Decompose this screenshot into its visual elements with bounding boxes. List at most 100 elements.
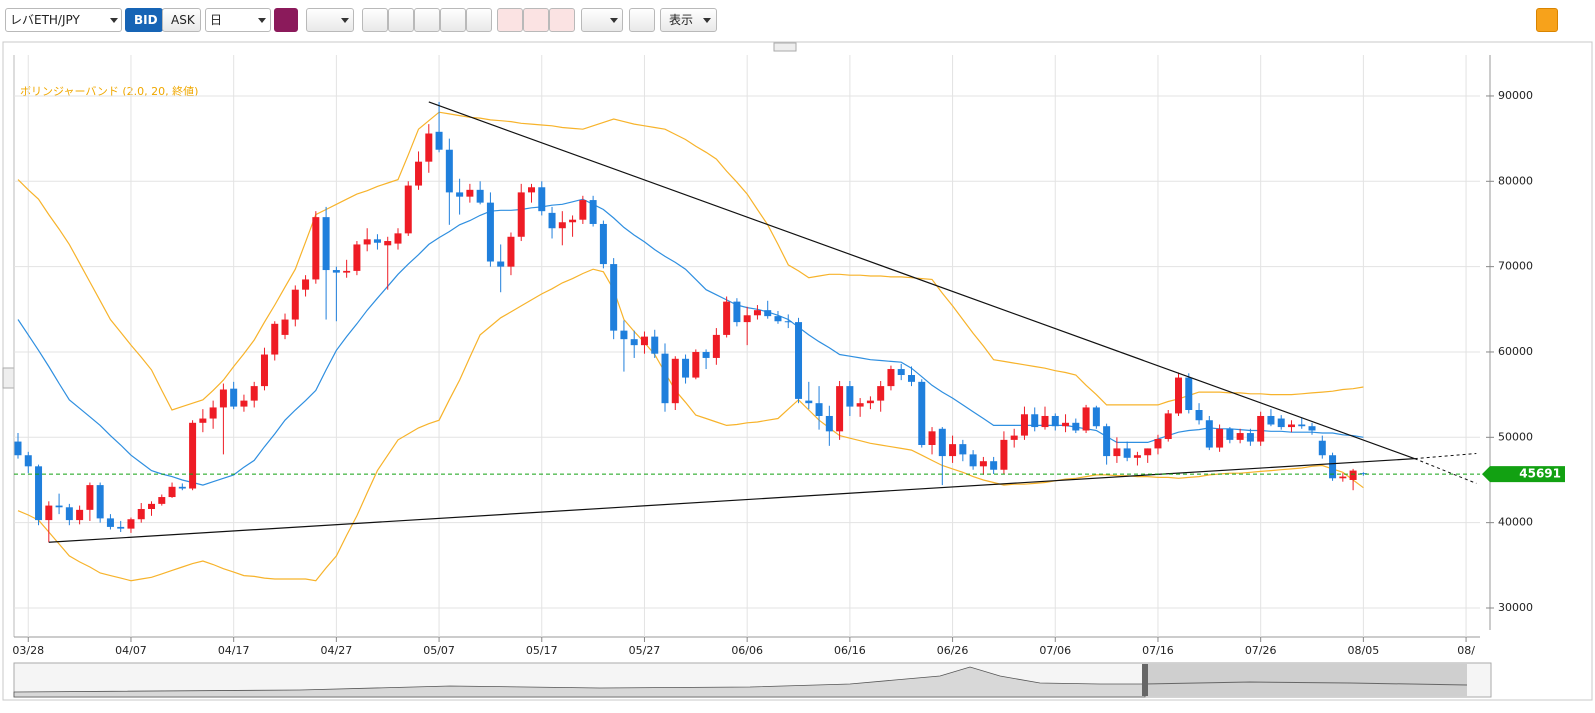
display-button[interactable]: 表示 [660, 8, 717, 32]
candle-body [836, 386, 844, 432]
candle-body [230, 388, 238, 407]
candle-body [445, 149, 453, 193]
candle-body [1298, 424, 1306, 427]
candle-body [743, 315, 751, 323]
x-tick-label: 08/ [1457, 644, 1475, 657]
x-tick-label: 06/16 [834, 644, 866, 657]
candle-body [825, 415, 833, 432]
bid-button[interactable]: BID [125, 8, 163, 32]
candle-body [332, 270, 340, 273]
navigator-grip[interactable] [1142, 664, 1148, 696]
candle-body [1123, 448, 1131, 458]
candle-body [1072, 422, 1080, 431]
pen-button[interactable] [581, 8, 623, 32]
candle-body [435, 131, 443, 150]
y-tick-label: 60000 [1498, 345, 1533, 358]
zoom-out-button[interactable] [388, 8, 414, 32]
candle-body [1103, 426, 1111, 457]
candle-body [1226, 428, 1234, 440]
candle-body [476, 189, 484, 203]
candle-body [1031, 414, 1039, 428]
current-price-tag [1482, 466, 1565, 483]
candle-body [507, 236, 515, 267]
candle-body [661, 353, 669, 404]
period-select[interactable]: 日 [205, 8, 271, 32]
candle-body [127, 519, 135, 529]
band-line [17, 268, 1364, 582]
candle-body [1062, 422, 1070, 427]
zoom-in-button[interactable] [362, 8, 388, 32]
candle-body [55, 505, 63, 508]
candle-body [764, 310, 772, 317]
indicator-button[interactable] [629, 8, 655, 32]
fit-button[interactable] [414, 8, 440, 32]
side-handle[interactable] [2, 367, 15, 389]
x-tick-label: 05/17 [526, 644, 558, 657]
indicator-label: ボリンジャーバンド (2.0, 20, 終値) [20, 85, 198, 98]
trend-extension [1414, 458, 1477, 484]
y-tick-label: 90000 [1498, 89, 1533, 102]
candle-body [938, 428, 946, 457]
candle-body [1082, 407, 1090, 431]
candle-body [1000, 439, 1008, 470]
candle-body [1144, 448, 1152, 456]
navigator-line [1144, 681, 1468, 686]
dropdown-arrow [258, 18, 266, 23]
candle-body [240, 400, 248, 407]
candle-body [969, 454, 977, 467]
candle-body [260, 354, 268, 387]
candle-body [384, 241, 392, 246]
candle-body [486, 202, 494, 262]
draw-tool-button[interactable] [549, 8, 575, 32]
candle-body [404, 185, 412, 234]
candle-body [856, 403, 864, 407]
candle-body [1339, 476, 1347, 479]
dropdown-arrow [341, 18, 349, 23]
candle-body [189, 422, 197, 489]
draw-tool-button[interactable] [497, 8, 523, 32]
candle-body [1164, 413, 1172, 440]
candle-body [907, 375, 915, 382]
candle-body [158, 497, 166, 504]
x-tick-label: 03/28 [12, 644, 44, 657]
candle-body [528, 187, 535, 193]
width-button[interactable] [440, 8, 466, 32]
ask-button[interactable]: ASK [162, 8, 201, 32]
candle-body [1277, 418, 1285, 428]
latest-button[interactable] [466, 8, 492, 32]
candle-body [302, 279, 310, 290]
toolbar: レバETH/JPY BID ASK 日 表示 [0, 0, 1595, 40]
candle-body [1041, 415, 1049, 428]
candle-body [815, 403, 823, 416]
candle-body [846, 386, 854, 407]
candle-body [1113, 448, 1121, 457]
candle-body [1236, 433, 1244, 440]
candle-body [250, 386, 258, 401]
collapse-handle[interactable] [773, 42, 797, 52]
settings-button[interactable] [1536, 8, 1558, 32]
chart-type-button[interactable] [306, 8, 354, 32]
candle-body [96, 485, 104, 519]
candle-body [1175, 377, 1183, 414]
candle-body [1216, 428, 1224, 448]
candle-body [949, 444, 957, 457]
draw-tool-button[interactable] [523, 8, 549, 32]
trend-line [428, 101, 1415, 460]
candle-body [887, 369, 895, 387]
navigator-window[interactable] [1145, 664, 1467, 696]
candle-body [569, 219, 577, 223]
candle-body [599, 223, 607, 265]
candle-body [589, 200, 597, 224]
current-price-label: 45691 [1519, 467, 1561, 481]
symbol-select[interactable]: レバETH/JPY [5, 8, 122, 32]
candle-body [1185, 377, 1193, 411]
candle-body [117, 526, 125, 529]
dropdown-arrow [110, 18, 118, 23]
compare-button[interactable] [274, 8, 298, 32]
candle-body [1010, 435, 1018, 440]
x-tick-label: 07/26 [1245, 644, 1277, 657]
x-tick-label: 08/05 [1348, 644, 1380, 657]
candle-body [65, 507, 73, 521]
candle-body [106, 518, 114, 527]
